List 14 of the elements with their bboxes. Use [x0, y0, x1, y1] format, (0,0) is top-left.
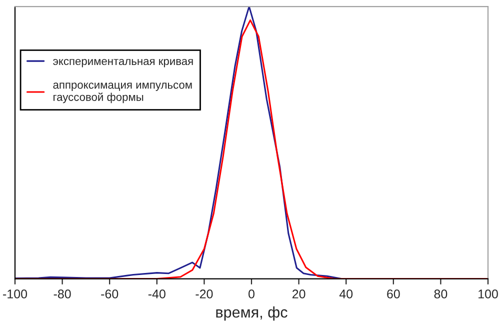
x-tick-label: -60	[101, 290, 118, 298]
legend-label: аппроксимация импульсом гауссовой формы	[53, 82, 192, 104]
x-tick-label: 0	[248, 290, 254, 298]
x-tick-label: 20	[292, 290, 306, 298]
x-tick-label: 40	[339, 290, 353, 298]
x-tick-label: 100	[478, 290, 498, 298]
x-tick-label: -80	[54, 290, 71, 298]
x-tick-label: 60	[387, 290, 400, 298]
x-tick-label: -40	[148, 290, 166, 298]
x-axis-title: время, фс	[216, 306, 288, 321]
x-tick-label: 80	[434, 290, 448, 298]
legend-label: экспериментальная кривая	[53, 58, 193, 68]
x-tick-label: -100	[3, 290, 28, 298]
x-tick-label: -20	[196, 290, 213, 298]
